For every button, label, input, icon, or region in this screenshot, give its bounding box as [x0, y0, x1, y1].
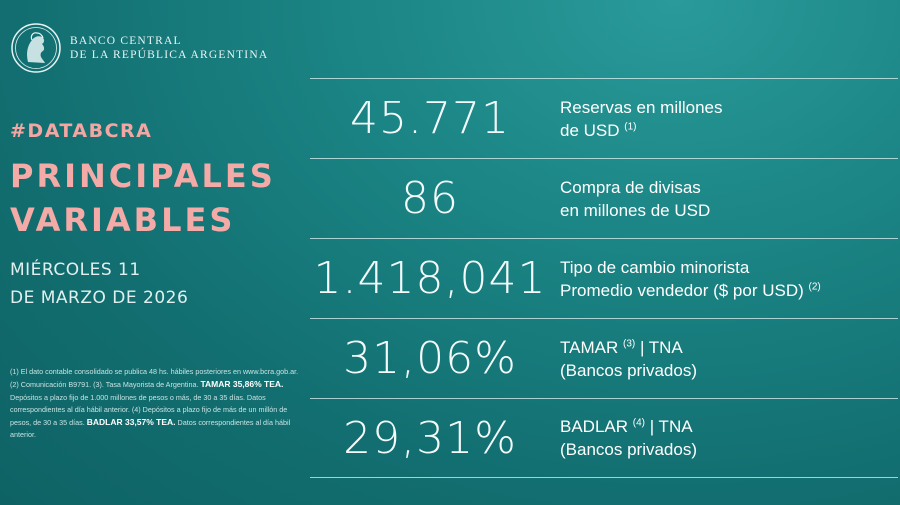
tipo-cambio-label-line2: Promedio vendedor ($ por USD) — [560, 280, 804, 300]
compra-label-line1: Compra de divisas — [560, 177, 701, 197]
headline-line1: PRINCIPALES — [10, 157, 276, 195]
reservas-label-line1: Reservas en millones — [560, 97, 723, 117]
footnote-tamar: TAMAR 35,86% TEA. — [200, 379, 284, 390]
bcra-logo: BANCO CENTRAL DE LA REPÚBLICA ARGENTINA — [10, 22, 268, 74]
footnote-text-1: (1) El dato contable consolidado se publ… — [10, 367, 299, 390]
bank-name: BANCO CENTRAL DE LA REPÚBLICA ARGENTINA — [70, 34, 268, 62]
badlar-label-line2: (Bancos privados) — [560, 440, 698, 459]
headline-line2: VARIABLES — [10, 201, 236, 239]
badlar-value: 29,31% — [343, 412, 517, 464]
tamar-label: TAMAR (3) | TNA (Bancos privados) — [560, 336, 697, 382]
variables-table: 45.771 Reservas en millones de USD (1) 8… — [310, 78, 898, 478]
bcra-seal-icon — [11, 23, 61, 73]
date-line2: DE MARZO DE 2026 — [10, 288, 189, 308]
footnote-text-3: Datos correspondientes al día hábil ante… — [10, 418, 291, 440]
badlar-label: BADLAR (4) | TNA (Bancos privados) — [560, 415, 697, 461]
compra-label-line2: en millones de USD — [560, 200, 711, 220]
footnote-text-2: Depósitos a plazo fijo de 1.000 millones… — [10, 392, 288, 428]
row-compra-divisas: 86 Compra de divisas en millones de USD — [310, 158, 898, 238]
left-panel: #DATABCRA PRINCIPALES VARIABLES MIÉRCOLE… — [10, 120, 300, 312]
tamar-footnote-ref: (3) — [622, 337, 636, 349]
reservas-value: 45.771 — [350, 93, 510, 144]
compra-value: 86 — [401, 173, 459, 224]
tipo-cambio-label-line1: Tipo de cambio minorista — [560, 257, 750, 277]
badlar-label-tna: | TNA — [645, 417, 693, 436]
hashtag: #DATABCRA — [10, 120, 153, 142]
footnote-badlar: BADLAR 33,57% TEA. — [86, 417, 176, 428]
bank-name-line2: DE LA REPÚBLICA ARGENTINA — [70, 49, 269, 61]
row-badlar: 29,31% BADLAR (4) | TNA (Bancos privados… — [310, 398, 898, 478]
compra-label: Compra de divisas en millones de USD — [560, 176, 710, 222]
tamar-label-name: TAMAR — [560, 337, 619, 357]
tamar-value: 31,06% — [343, 333, 517, 384]
tipo-cambio-value: 1.418,041 — [313, 253, 547, 304]
badlar-footnote-ref: (4) — [632, 417, 645, 429]
reservas-label: Reservas en millones de USD (1) — [560, 96, 723, 142]
row-tipo-cambio: 1.418,041 Tipo de cambio minorista Prome… — [310, 238, 898, 318]
date-line1: MIÉRCOLES 11 — [10, 260, 141, 280]
bank-name-line1: BANCO CENTRAL — [70, 35, 182, 47]
row-reservas: 45.771 Reservas en millones de USD (1) — [310, 78, 898, 158]
headline: PRINCIPALES VARIABLES — [10, 154, 300, 242]
reservas-footnote-ref: (1) — [624, 120, 637, 132]
badlar-label-name: BADLAR — [560, 417, 629, 436]
tamar-label-line2: (Bancos privados) — [560, 360, 698, 380]
reservas-label-line2: de USD — [560, 120, 620, 140]
tipo-cambio-footnote-ref: (2) — [808, 280, 821, 292]
date: MIÉRCOLES 11 DE MARZO DE 2026 — [10, 256, 300, 312]
tamar-label-tna: | TNA — [635, 337, 683, 357]
footnotes: (1) El dato contable consolidado se publ… — [10, 366, 302, 442]
tipo-cambio-label: Tipo de cambio minorista Promedio vended… — [560, 256, 821, 302]
row-tamar: 31,06% TAMAR (3) | TNA (Bancos privados) — [310, 318, 898, 398]
